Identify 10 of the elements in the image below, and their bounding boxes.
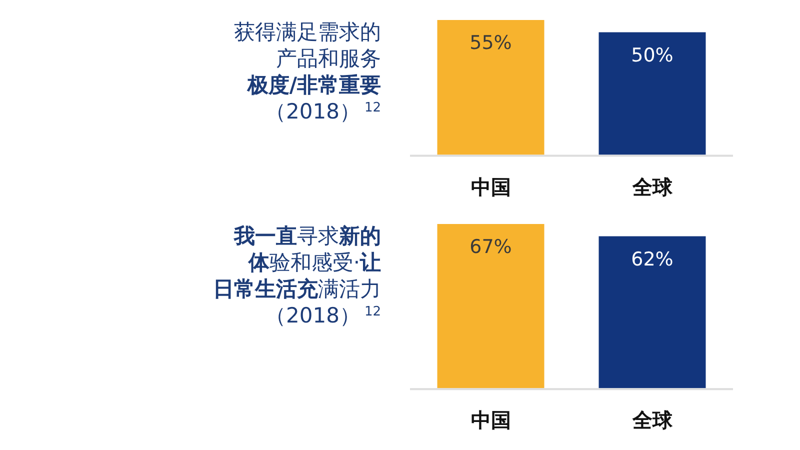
chart-title: 我一直寻求新的体验和感受·让日常生活充满活力（2018）$^{12}$ — [213, 224, 381, 328]
text: 获得满足需求的产品和服务极度/非常重要（2018）$^{12}$ — [234, 20, 381, 124]
data-label: 50% — [631, 44, 674, 66]
x-tick-label: 中国 — [470, 408, 511, 432]
x-tick-label: 全球 — [631, 174, 674, 199]
data-label: 67% — [470, 236, 512, 258]
data-label: 62% — [631, 248, 674, 270]
data-label: 55% — [470, 32, 512, 54]
x-tick-label: 中国 — [470, 174, 511, 199]
x-tick-label: 全球 — [631, 408, 674, 432]
